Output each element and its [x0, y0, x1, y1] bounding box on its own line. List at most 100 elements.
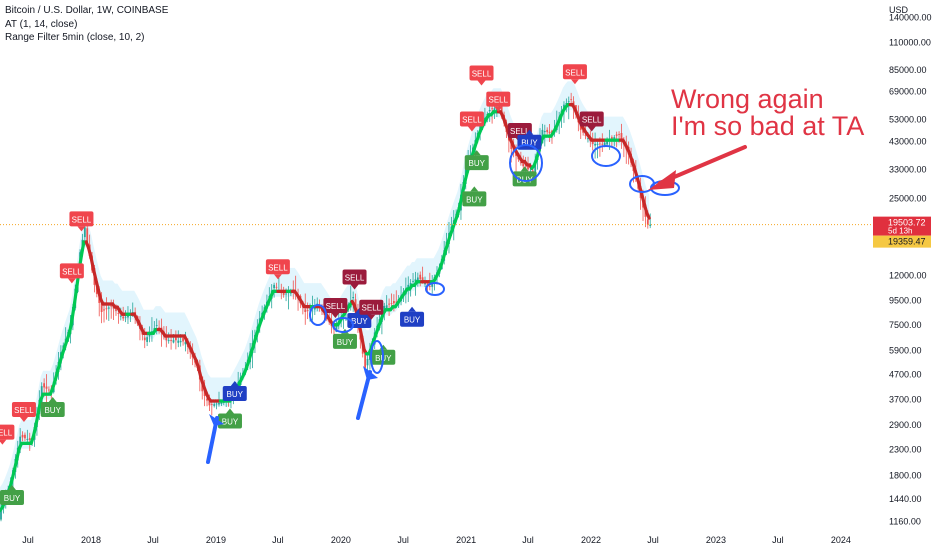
trend-segment: [87, 246, 93, 260]
blue-arrowhead: [209, 414, 224, 426]
price-axis-label: 110000.00: [889, 38, 931, 48]
price-axis-label: 1160.00: [889, 517, 921, 527]
signal-label: SELL: [462, 115, 482, 124]
price-axis-label: 1440.00: [889, 494, 922, 504]
trend-segment: [197, 367, 203, 381]
signal-pointer: [67, 278, 76, 284]
indicator-at[interactable]: AT (1, 14, close): [5, 18, 78, 30]
candle-body: [335, 325, 338, 332]
signal-badge: [400, 311, 425, 327]
indicator-range-filter[interactable]: Range Filter 5min (close, 10, 2): [5, 32, 145, 43]
blue-circle: [509, 144, 543, 182]
sell-signal[interactable]: SELL: [562, 64, 587, 85]
candle-body: [218, 402, 220, 405]
candle-body: [119, 315, 122, 317]
candle-body: [395, 301, 398, 303]
candle-body: [567, 101, 570, 103]
sell-signal[interactable]: SELL: [469, 65, 494, 86]
sell-signal[interactable]: SELL: [11, 401, 36, 422]
signal-pointer: [467, 126, 476, 132]
candle-body: [615, 134, 618, 136]
candle-body: [167, 340, 170, 342]
buy-signal[interactable]: BUY: [217, 408, 242, 429]
signal-badge: [11, 401, 36, 417]
candle-body: [174, 337, 177, 341]
sell-signal[interactable]: SELL: [265, 259, 290, 280]
signal-pointer: [472, 150, 481, 156]
candle-body: [491, 108, 493, 110]
buy-signal[interactable]: BUY: [40, 396, 65, 417]
signal-badge: [217, 413, 242, 429]
sell-signal[interactable]: SELL: [0, 424, 15, 445]
price-axis-currency: USD: [889, 5, 909, 15]
candle-body: [107, 307, 110, 309]
sell-signal[interactable]: SELL: [486, 91, 511, 112]
blue-arrowhead: [363, 366, 378, 380]
sell-signal[interactable]: SELL: [342, 269, 367, 290]
candle-body: [522, 161, 525, 167]
signal-label: SELL: [268, 263, 288, 272]
candle-body: [282, 292, 285, 295]
buy-signal[interactable]: BUY: [462, 186, 487, 207]
signal-pointer: [350, 284, 359, 290]
signal-label: SELL: [472, 70, 492, 79]
sell-signal[interactable]: SELL: [69, 211, 94, 232]
signal-label: BUY: [4, 494, 21, 503]
candle-body: [304, 309, 307, 312]
price-axis-label: 53000.00: [889, 114, 927, 124]
symbol-title[interactable]: Bitcoin / U.S. Dollar, 1W, COINBASE: [5, 5, 169, 16]
sell-signal[interactable]: SELL: [579, 111, 604, 132]
blue-circle: [591, 145, 621, 167]
trend-segment: [31, 423, 38, 438]
buy-signal[interactable]: BUY: [222, 380, 247, 401]
candle-body: [596, 143, 599, 145]
candle-body: [364, 352, 367, 368]
trend-segment: [94, 277, 100, 292]
other-price-tag: [873, 235, 931, 248]
signal-label: BUY: [222, 418, 239, 427]
signal-badge: [59, 263, 84, 279]
candle-body: [21, 434, 24, 438]
trend-segment: [15, 446, 21, 462]
sell-signal[interactable]: SELL: [323, 297, 348, 318]
price-axis-label: 7500.00: [889, 320, 922, 330]
candle-body: [48, 389, 50, 391]
signal-badge: [40, 401, 65, 417]
sell-signal[interactable]: SELL: [459, 111, 484, 132]
trend-segment: [79, 240, 86, 258]
other-price-value: 19359.47: [888, 237, 926, 247]
signal-badge: [342, 269, 367, 285]
candle-body: [534, 161, 537, 176]
blue-circle: [370, 340, 384, 374]
candle-body: [606, 141, 608, 145]
signal-badge: [469, 65, 494, 81]
candle-body: [409, 283, 412, 287]
signal-badge: [0, 424, 15, 440]
signal-badge: [459, 111, 484, 127]
sell-signal[interactable]: SELL: [359, 299, 384, 320]
buy-signal[interactable]: BUY: [0, 485, 24, 506]
signal-badge: [359, 299, 384, 315]
time-axis-label: Jul: [522, 535, 534, 545]
signal-badge: [512, 171, 537, 187]
buy-signal[interactable]: BUY: [464, 150, 489, 171]
candle-body: [543, 131, 546, 133]
signal-label: SELL: [14, 406, 34, 415]
sell-signal[interactable]: SELL: [59, 263, 84, 284]
candle-body: [117, 313, 120, 314]
candle-body: [100, 303, 103, 312]
candle-body: [151, 331, 153, 332]
buy-signal[interactable]: BUY: [512, 166, 537, 187]
buy-signal[interactable]: BUY: [400, 306, 425, 327]
candle-body: [519, 162, 522, 164]
signal-badge: [579, 111, 604, 127]
trend-segment: [67, 318, 74, 335]
candle-body: [493, 108, 496, 113]
annotation-line-1: Wrong again: [671, 84, 824, 114]
candle-body: [124, 316, 127, 318]
candle-body: [582, 129, 585, 133]
signal-badge: [486, 91, 511, 107]
candle-body: [618, 134, 620, 135]
candle-body: [24, 434, 26, 439]
